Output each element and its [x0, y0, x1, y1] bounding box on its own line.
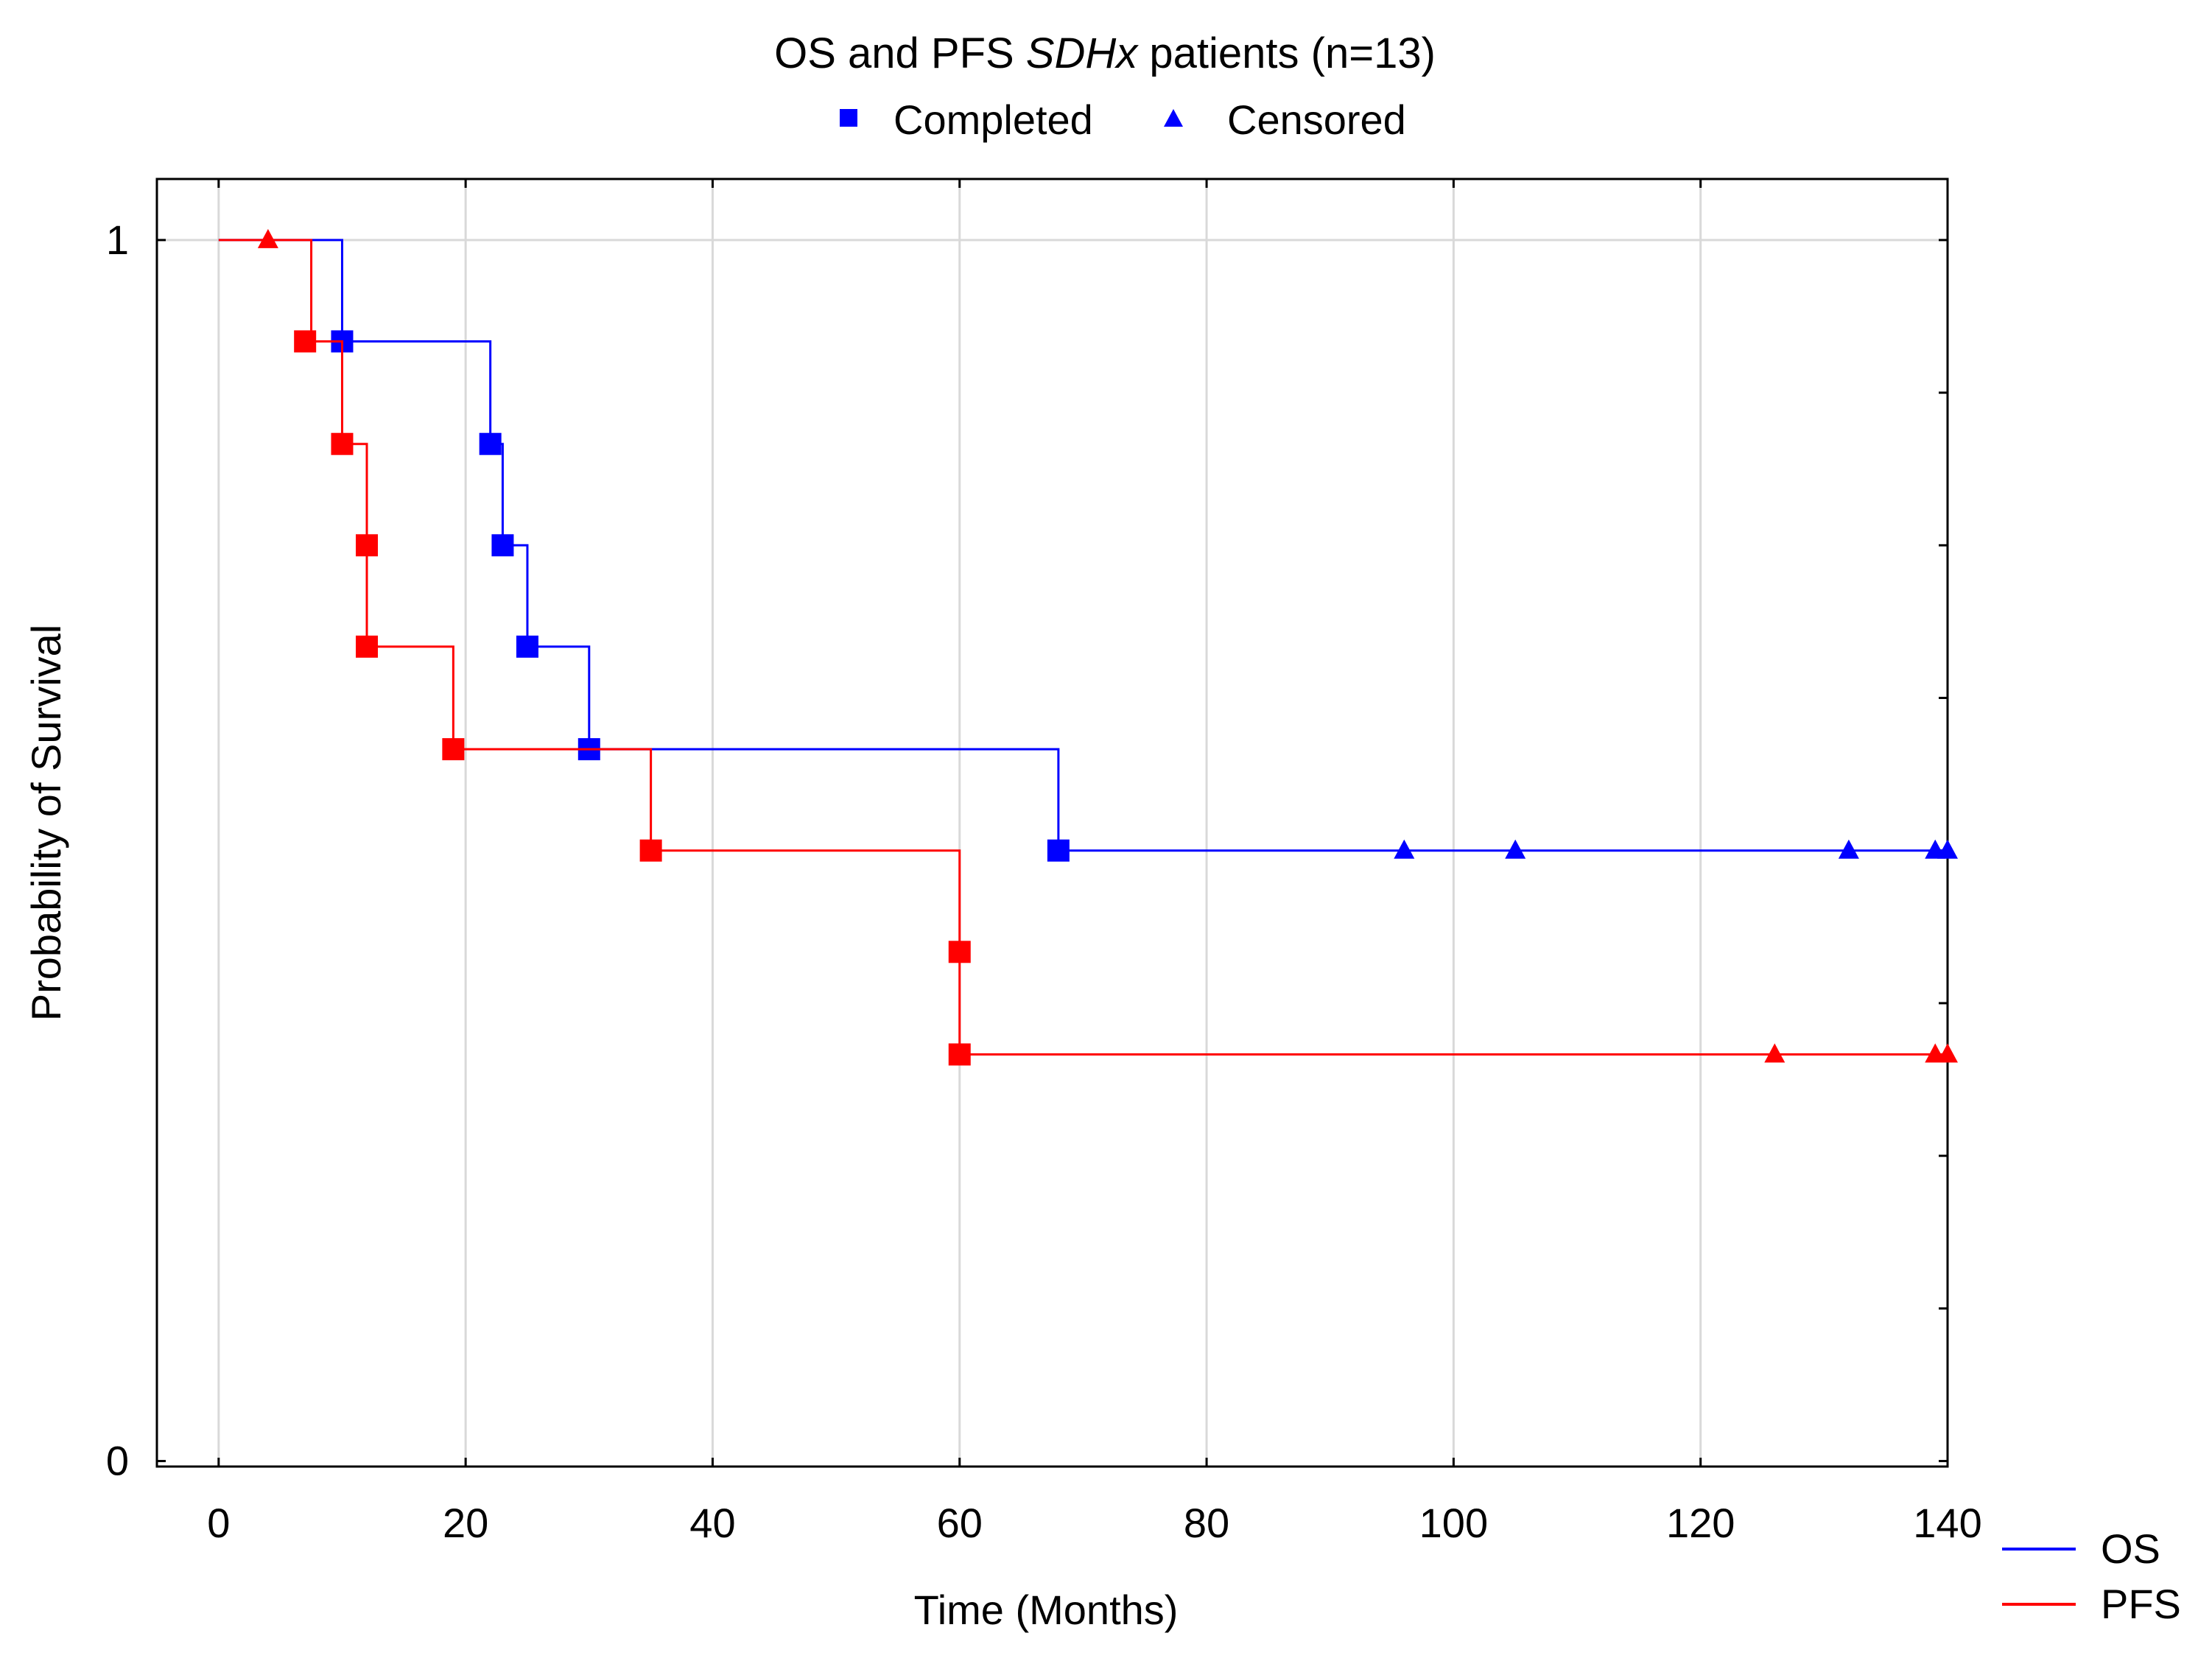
- pfs-completed-marker: [948, 941, 971, 963]
- marker-legend: Completed Censored: [840, 96, 1406, 143]
- pfs-censored-marker: [257, 228, 278, 248]
- x-axis-label: Time (Months): [914, 1587, 1179, 1633]
- os-completed-marker: [479, 432, 502, 455]
- completed-legend-label: Completed: [893, 96, 1093, 143]
- series-layer: [218, 228, 1958, 1066]
- x-tick-label: 20: [443, 1500, 488, 1546]
- censored-legend-marker: [1164, 109, 1183, 127]
- completed-legend-marker: [840, 109, 857, 127]
- os-censored-marker: [1838, 839, 1859, 859]
- series-pfs: [218, 228, 1958, 1066]
- os-completed-marker: [516, 635, 538, 658]
- pfs-completed-marker: [948, 1043, 971, 1066]
- pfs-survival-line: [218, 239, 1948, 1056]
- x-tick-label: 120: [1666, 1500, 1735, 1546]
- x-tick-label: 140: [1913, 1500, 1981, 1546]
- plot-frame: [155, 178, 1949, 1468]
- os-censored-marker: [1505, 839, 1526, 859]
- pfs-completed-marker: [442, 738, 465, 761]
- series-legend: OS PFS: [2002, 1525, 2181, 1627]
- pfs-completed-marker: [331, 432, 354, 455]
- pfs-completed-marker: [294, 330, 317, 353]
- pfs-completed-marker: [356, 635, 379, 658]
- censored-legend-label: Censored: [1227, 96, 1406, 143]
- x-tick-label: 80: [1184, 1500, 1229, 1546]
- x-tick-label: 100: [1419, 1500, 1488, 1546]
- x-tick-label: 60: [937, 1500, 983, 1546]
- os-completed-marker: [491, 534, 514, 557]
- pfs-legend-label: PFS: [2101, 1581, 2181, 1627]
- os-survival-line: [218, 239, 1948, 852]
- os-completed-marker: [1047, 839, 1070, 862]
- y-tick-label: 0: [106, 1438, 129, 1484]
- pfs-completed-marker: [356, 534, 379, 557]
- pfs-completed-marker: [639, 839, 662, 862]
- series-os: [218, 239, 1958, 862]
- axis-ticks: 0 20 40 60 80 100 120 140 0 1: [106, 179, 1982, 1546]
- pfs-censored-marker: [1764, 1043, 1786, 1063]
- y-axis-label: Probability of Survival: [23, 625, 69, 1021]
- x-tick-label: 40: [689, 1500, 735, 1546]
- pfs-censored-marker: [1937, 1043, 1958, 1063]
- chart-title: OS and PFS SDHx patients (n=13): [774, 29, 1436, 77]
- os-legend-label: OS: [2101, 1525, 2160, 1572]
- x-tick-label: 0: [207, 1500, 230, 1546]
- os-censored-marker: [1394, 839, 1415, 859]
- os-censored-marker: [1937, 839, 1958, 859]
- y-tick-label: 1: [106, 217, 129, 263]
